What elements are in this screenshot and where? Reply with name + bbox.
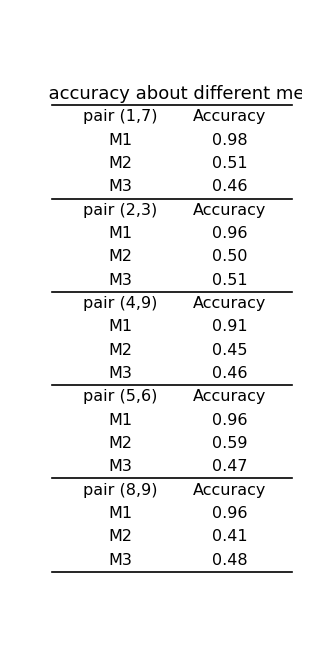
Text: 0.48: 0.48 [212, 553, 247, 568]
Text: 0.96: 0.96 [212, 506, 247, 521]
Text: 0.47: 0.47 [212, 459, 247, 474]
Text: 0.50: 0.50 [212, 249, 247, 264]
Text: 0.91: 0.91 [212, 319, 247, 334]
Text: Accuracy: Accuracy [193, 203, 266, 218]
Text: M3: M3 [108, 179, 132, 194]
Text: pair (5,6): pair (5,6) [83, 389, 157, 404]
Text: M1: M1 [108, 506, 132, 521]
Text: Accuracy: Accuracy [193, 110, 266, 124]
Text: Accuracy: Accuracy [193, 483, 266, 498]
Text: pair (2,3): pair (2,3) [83, 203, 157, 218]
Text: 0.96: 0.96 [212, 413, 247, 428]
Text: M1: M1 [108, 133, 132, 148]
Text: M3: M3 [108, 553, 132, 568]
Text: M1: M1 [108, 226, 132, 241]
Text: M2: M2 [108, 249, 132, 264]
Text: , accuracy about different me: , accuracy about different me [37, 86, 304, 103]
Text: 0.98: 0.98 [212, 133, 247, 148]
Text: 0.51: 0.51 [212, 156, 247, 171]
Text: Accuracy: Accuracy [193, 389, 266, 404]
Text: 0.46: 0.46 [212, 366, 247, 381]
Text: 0.96: 0.96 [212, 226, 247, 241]
Text: M2: M2 [108, 529, 132, 544]
Text: 0.46: 0.46 [212, 179, 247, 194]
Text: pair (4,9): pair (4,9) [83, 296, 157, 311]
Text: M2: M2 [108, 343, 132, 358]
Text: M3: M3 [108, 366, 132, 381]
Text: M1: M1 [108, 413, 132, 428]
Text: 0.45: 0.45 [212, 343, 247, 358]
Text: 0.41: 0.41 [212, 529, 247, 544]
Text: 0.59: 0.59 [212, 436, 247, 451]
Text: M3: M3 [108, 459, 132, 474]
Text: Accuracy: Accuracy [193, 296, 266, 311]
Text: M3: M3 [108, 273, 132, 288]
Text: M2: M2 [108, 156, 132, 171]
Text: M2: M2 [108, 436, 132, 451]
Text: 0.51: 0.51 [212, 273, 247, 288]
Text: pair (1,7): pair (1,7) [83, 110, 157, 124]
Text: M1: M1 [108, 319, 132, 334]
Text: pair (8,9): pair (8,9) [83, 483, 157, 498]
